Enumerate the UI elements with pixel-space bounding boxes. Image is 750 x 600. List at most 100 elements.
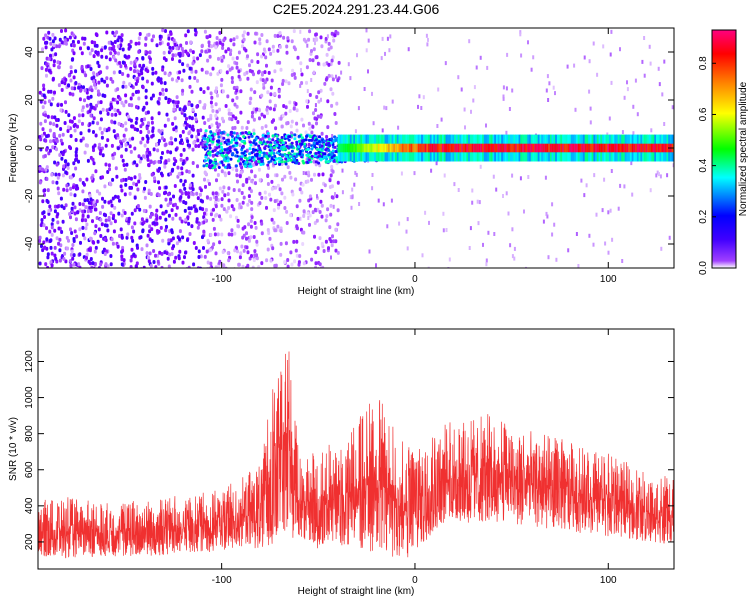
spectrogram-cell [198,53,202,58]
spectrogram-cell [377,143,381,153]
spectrogram-cell [232,37,236,42]
spectrogram-cell [135,79,139,84]
spectrogram-cell [42,131,46,136]
spectrogram-cell [295,140,299,144]
spectrogram-cell [560,143,563,153]
spectrogram-cell [86,214,90,219]
spectrogram-cell [367,69,369,74]
spectrogram-cell [300,72,304,77]
spectrogram-cell [588,143,591,153]
spectrogram-cell [142,154,145,159]
spectrogram-cell [298,152,302,156]
spectrogram-cell [368,249,371,254]
spectrogram-cell [117,35,121,40]
spectrogram-cell [48,128,52,133]
spectrogram-cell [178,70,182,75]
spectrogram-cell [188,211,192,216]
spectrogram-cell [298,198,302,203]
spectrogram-cell [149,263,153,268]
spectrogram-cell [69,227,72,232]
spectrogram-cell [124,84,128,89]
spectrogram-cell [331,234,334,239]
spectrogram-cell [290,73,294,77]
spectrogram-cell [96,239,100,244]
spectrogram-cell [124,142,128,147]
spectrogram-cell [116,108,120,113]
spectrogram-cell [121,72,125,76]
spectrogram-cell [42,188,46,193]
spectrogram-cell [311,58,315,63]
spectrogram-cell [97,100,101,105]
spectrogram-cell [161,92,165,97]
spectrogram-cell [405,229,408,234]
spectrogram-cell [299,83,302,88]
spectrogram-cell [611,237,614,242]
spectrogram-cell [38,90,42,95]
spectrogram-cell [282,35,286,40]
spectrogram-cell [290,262,294,267]
spectrogram-cell [147,121,150,126]
spectrogram-cell [252,72,255,77]
spectrogram-cell [410,143,414,153]
spectrogram-cell [49,260,53,265]
spectrogram-cell [178,53,182,58]
spectrogram-cell [219,83,223,88]
spectrogram-cell [313,172,316,177]
y-tick-label: -40 [24,236,35,251]
spectrogram-cell [445,228,448,232]
spectrogram-cell [95,216,99,220]
spectrogram-cell [47,209,51,213]
spectrogram-cell [100,54,104,59]
spectrogram-cell [213,165,217,169]
spectrogram-cell [320,188,324,193]
spectrogram-cell [308,29,312,34]
spectrogram-cell [205,142,209,146]
spectrogram-cell [268,236,272,241]
spectrogram-cell [43,215,46,219]
spectrogram-cell [310,49,313,53]
spectrogram-cell [81,202,85,207]
spectrogram-cell [111,156,115,161]
spectrogram-cell [298,254,302,258]
spectrogram-cell [574,143,577,153]
spectrogram-cell [367,143,370,153]
spectrogram-cell [235,65,239,70]
spectrogram-cell [188,75,192,80]
spectrogram-cell [133,69,137,74]
spectrogram-cell [169,171,173,176]
spectrogram-cell [44,45,48,50]
spectrogram-cell [111,30,115,35]
spectrogram-cell [192,204,196,209]
spectrogram-cell [116,195,120,200]
spectrogram-cell [208,54,212,59]
spectrogram-cell [358,202,361,206]
spectrogram-cell [294,248,298,253]
spectrogram-cell [659,174,662,179]
spectrogram-cell [236,179,239,184]
spectrogram-cell [523,143,527,153]
spectrogram-cell [206,238,210,243]
spectrogram-cell [421,253,424,258]
spectrogram-cell [224,49,228,54]
spectrogram-cell [273,161,277,164]
spectrogram-cell [50,225,54,230]
spectrogram-cell [194,69,198,74]
spectrogram-cell [107,40,111,45]
spectrogram-cell [325,52,329,57]
spectrogram-cell [273,199,277,204]
spectrogram-cell [93,203,96,208]
spectrogram-cell [70,231,74,235]
spectrogram-cell [227,198,231,203]
spectrogram-cell [99,117,103,122]
spectrogram-cell [127,43,131,47]
spectrogram-cell [222,136,226,140]
spectrogram-cell [99,70,103,75]
spectrogram-cell [78,202,82,206]
spectrogram-cell [82,41,86,46]
spectrogram-cell [298,150,302,153]
spectrogram-cell [258,178,262,183]
spectrogram-cell [93,249,97,254]
spectrogram-cell [589,120,592,125]
spectrogram-cell [570,143,574,153]
spectrogram-cell [261,78,265,83]
